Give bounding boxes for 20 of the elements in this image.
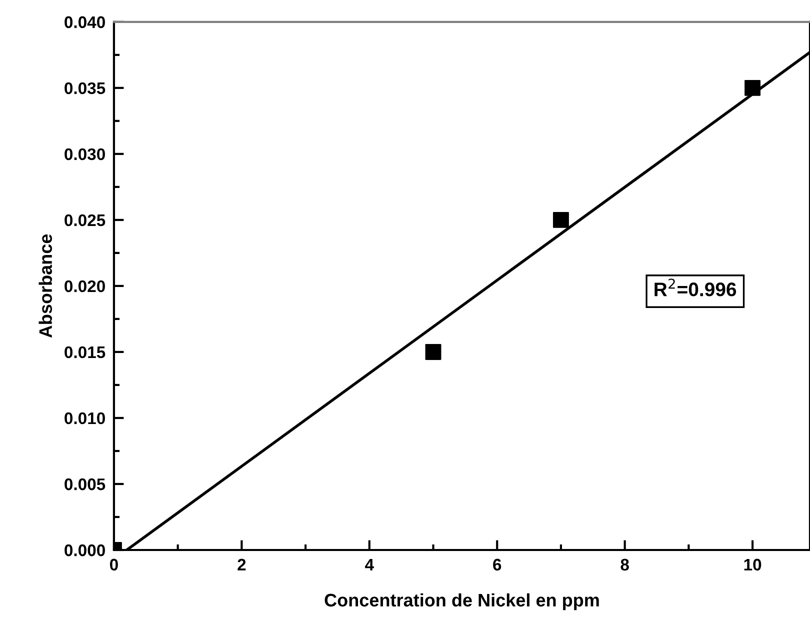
x-tick-label: 6	[493, 558, 502, 571]
annotation: R$^{2}$=0.996	[654, 278, 736, 296]
y-tick-label: 0.005	[64, 478, 106, 490]
point	[425, 344, 442, 360]
point	[552, 212, 569, 228]
x-tick-label: 8	[620, 558, 629, 571]
x-tick-label: 0	[110, 558, 118, 571]
y-tick-label: 0.015	[64, 346, 106, 358]
x-axis-title: Concentration de Nickel en ppm	[324, 593, 599, 610]
y-axis-title: Absorbance	[38, 234, 52, 338]
y-tick-label: 0.035	[64, 82, 106, 94]
y-tick-label: 0.000	[64, 544, 105, 556]
y-tick-label: 0.025	[64, 214, 106, 226]
y-tick-label: 0.010	[64, 412, 105, 424]
y-tick-label: 0.020	[64, 280, 105, 292]
y-tick-label: 0.040	[64, 16, 105, 28]
x-tick-label: 2	[238, 558, 246, 570]
y-tick-label: 0.030	[64, 148, 105, 160]
x-tick-label: 10	[744, 558, 762, 571]
x-tick-label: 4	[365, 558, 374, 570]
